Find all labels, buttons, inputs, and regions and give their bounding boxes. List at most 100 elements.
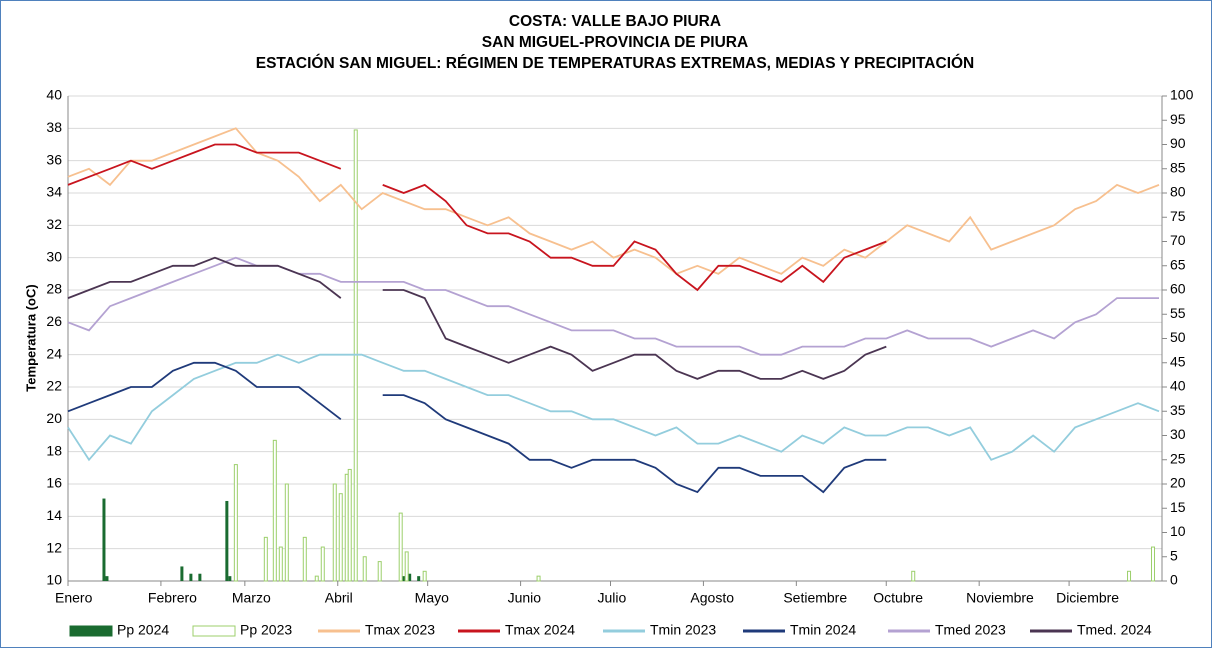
y2-tick-label: 45: [1170, 353, 1186, 369]
precip-bar: [225, 500, 229, 581]
precip-bar: [105, 576, 109, 581]
series-line: [67, 361, 887, 494]
precip-bar: [404, 551, 409, 582]
y-tick-label: 16: [46, 475, 62, 491]
x-tick-label: Abril: [325, 590, 353, 606]
y2-tick-label: 40: [1170, 378, 1186, 394]
series-line: [67, 256, 1159, 356]
y-tick-label: 36: [46, 151, 62, 167]
precip-bar: [417, 576, 421, 581]
y2-tick-label: 70: [1170, 232, 1186, 248]
y2-tick-label: 65: [1170, 256, 1186, 272]
y2-tick-label: 95: [1170, 111, 1186, 127]
precip-bar: [398, 512, 403, 582]
y-tick-label: 34: [46, 184, 62, 200]
precip-bar: [911, 570, 916, 582]
y2-tick-label: 80: [1170, 184, 1186, 200]
y-tick-label: 14: [46, 507, 62, 523]
precip-bar: [278, 546, 283, 582]
x-tick-label: Junio: [508, 590, 542, 606]
precip-bar: [320, 546, 325, 582]
y2-tick-label: 50: [1170, 329, 1186, 345]
legend-label: Tmax 2023: [365, 622, 435, 638]
legend-swatch: [69, 625, 113, 637]
y-tick-label: 38: [46, 119, 62, 135]
x-tick-label: Noviembre: [966, 590, 1034, 606]
precip-bar: [284, 483, 289, 582]
y-tick-label: 10: [46, 572, 62, 588]
x-tick-label: Mayo: [415, 590, 449, 606]
precip-bar: [362, 556, 367, 582]
chart-title: ESTACIÓN SAN MIGUEL: RÉGIMEN DE TEMPERAT…: [256, 54, 975, 72]
precip-bar: [272, 439, 277, 582]
y-axis-label: Temperatura (oC): [23, 284, 38, 391]
x-tick-label: Marzo: [232, 590, 271, 606]
y2-tick-label: 35: [1170, 402, 1186, 418]
legend-swatch: [192, 625, 236, 637]
y-tick-label: 26: [46, 313, 62, 329]
y-tick-label: 12: [46, 539, 62, 555]
precip-bar: [1151, 546, 1156, 582]
series-line: [67, 143, 887, 292]
precip-bar: [402, 576, 406, 581]
y2-tick-label: 25: [1170, 450, 1186, 466]
x-tick-label: Setiembre: [783, 590, 847, 606]
chart-title: COSTA: VALLE BAJO PIURA: [509, 13, 721, 30]
y2-tick-label: 15: [1170, 499, 1186, 515]
precip-bar: [338, 493, 343, 582]
precip-bar: [377, 561, 382, 582]
y-tick-label: 40: [46, 87, 62, 103]
precip-bar: [347, 468, 352, 582]
y2-tick-label: 10: [1170, 523, 1186, 539]
precip-bar: [314, 575, 319, 582]
chart-title: SAN MIGUEL-PROVINCIA DE PIURA: [482, 34, 748, 51]
precip-bar: [1127, 570, 1132, 582]
legend-label: Pp 2024: [117, 622, 169, 638]
legend-label: Tmin 2023: [650, 622, 716, 638]
y-tick-label: 28: [46, 281, 62, 297]
y2-tick-label: 60: [1170, 281, 1186, 297]
precip-bar: [180, 566, 184, 581]
x-tick-label: Agosto: [690, 590, 734, 606]
series-line: [67, 127, 1160, 275]
x-tick-label: Octubre: [873, 590, 923, 606]
y2-tick-label: 5: [1170, 547, 1178, 563]
legend-label: Tmed 2023: [935, 622, 1006, 638]
y-tick-label: 24: [46, 345, 62, 361]
legend-label: Tmed. 2024: [1077, 622, 1152, 638]
precip-bar: [198, 573, 202, 581]
series-line: [67, 353, 1160, 462]
y2-tick-label: 75: [1170, 208, 1186, 224]
x-tick-label: Febrero: [148, 590, 197, 606]
precip-bar: [332, 483, 337, 582]
precip-bar: [233, 464, 238, 582]
y2-tick-label: 100: [1170, 87, 1194, 103]
y2-tick-label: 0: [1170, 572, 1178, 588]
precip-bar: [228, 576, 232, 581]
y2-tick-label: 55: [1170, 305, 1186, 321]
x-tick-label: Enero: [55, 590, 93, 606]
x-tick-label: Julio: [598, 590, 627, 606]
y2-tick-label: 85: [1170, 159, 1186, 175]
precip-bar: [422, 570, 427, 582]
y-tick-label: 20: [46, 410, 62, 426]
y-tick-label: 22: [46, 378, 62, 394]
y2-tick-label: 30: [1170, 426, 1186, 442]
legend-label: Tmax 2024: [505, 622, 575, 638]
y-tick-label: 32: [46, 216, 62, 232]
x-tick-label: Diciembre: [1056, 590, 1119, 606]
precip-bar: [102, 498, 106, 581]
precip-bar: [302, 536, 307, 582]
y-tick-label: 30: [46, 248, 62, 264]
precip-bar: [263, 536, 268, 582]
precip-bar: [408, 573, 412, 581]
y-tick-label: 18: [46, 442, 62, 458]
series-line: [67, 256, 887, 380]
precip-bar: [189, 573, 193, 581]
legend-label: Pp 2023: [240, 622, 292, 638]
y2-tick-label: 20: [1170, 475, 1186, 491]
y2-tick-label: 90: [1170, 135, 1186, 151]
legend-label: Tmin 2024: [790, 622, 856, 638]
